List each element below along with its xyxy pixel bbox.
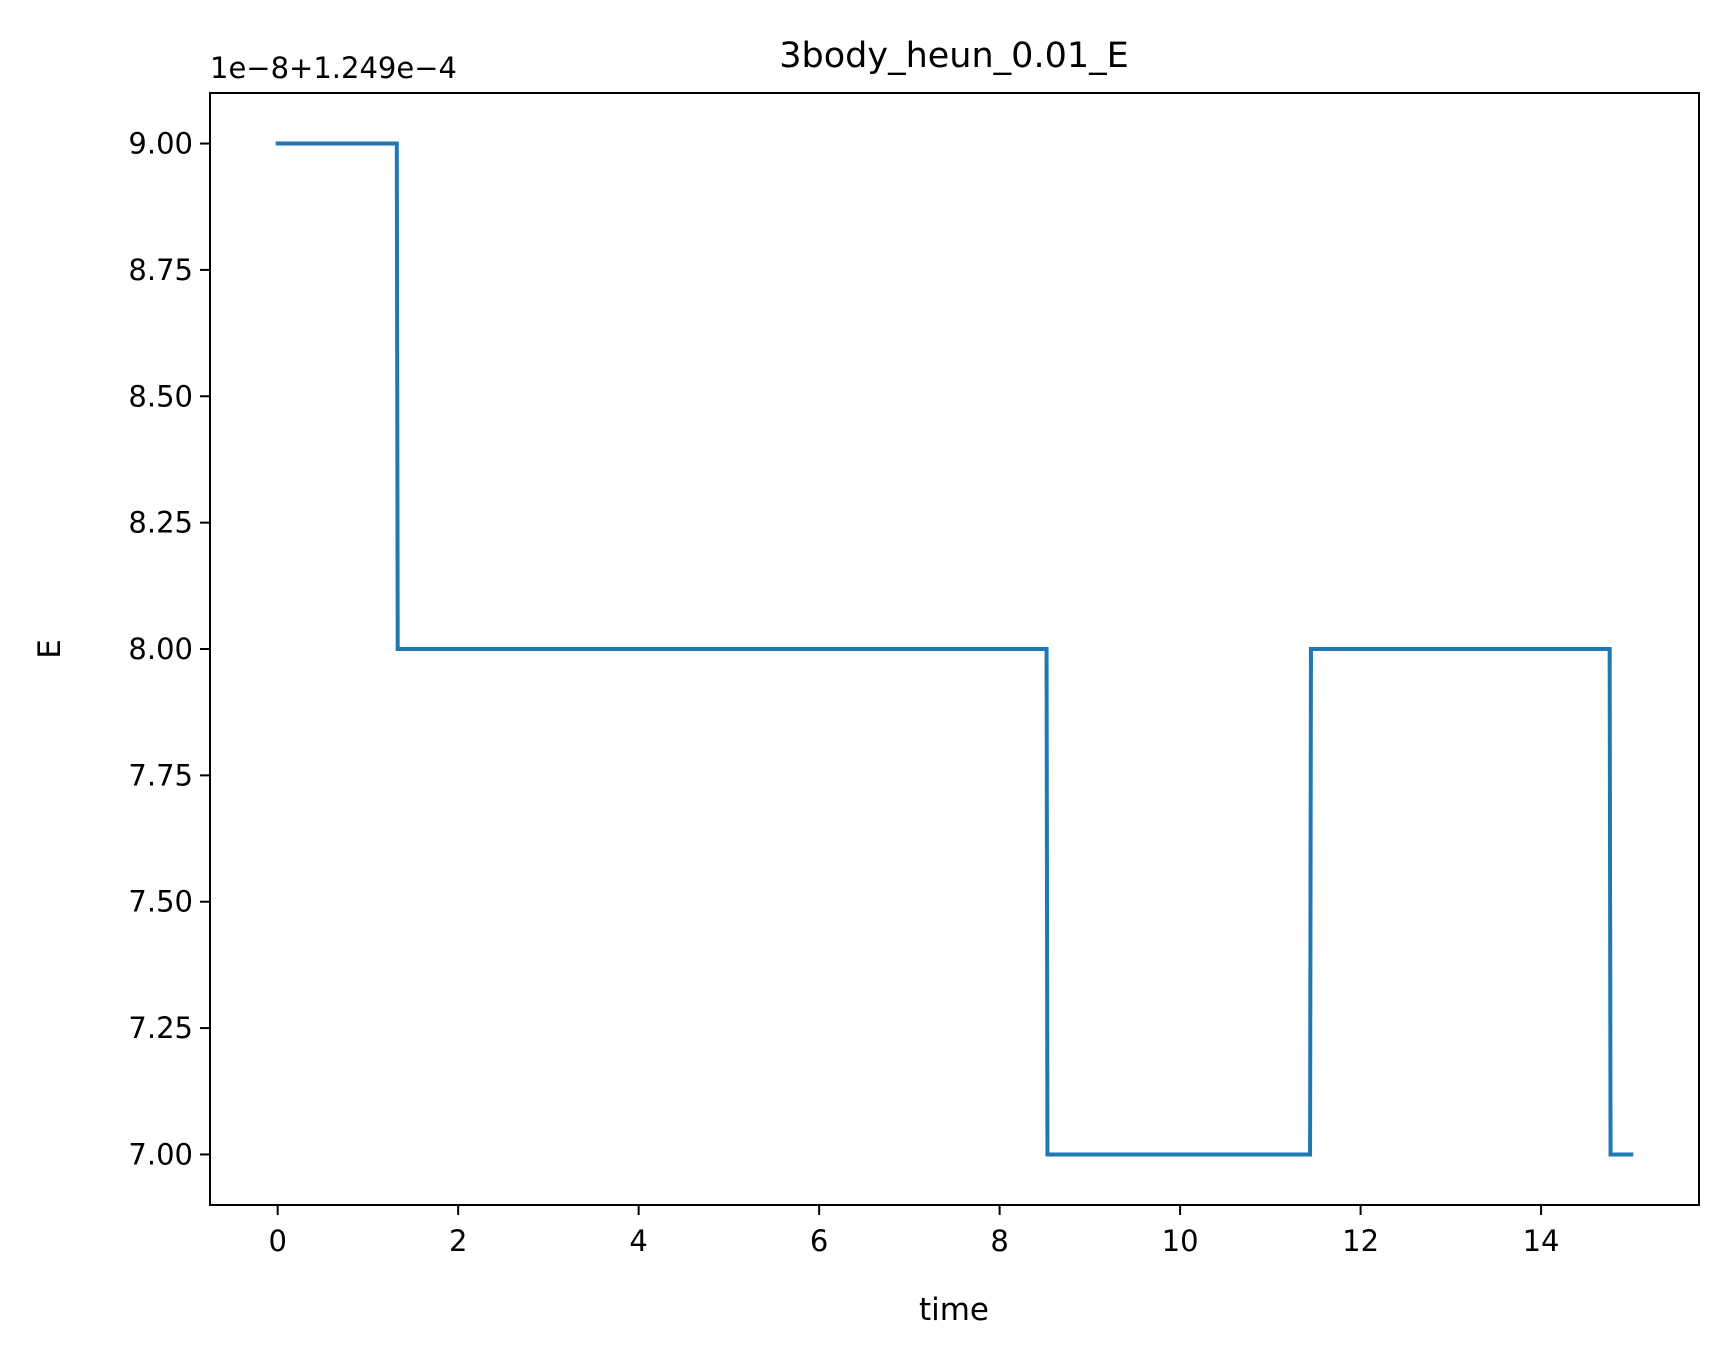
y-tick-label: 8.75 xyxy=(128,253,193,287)
x-tick-label: 2 xyxy=(449,1224,467,1258)
series-line-0 xyxy=(275,141,1634,1157)
x-tick-label: 0 xyxy=(268,1224,286,1258)
y-tick-label: 8.25 xyxy=(128,506,193,540)
series-layer xyxy=(275,141,1634,1157)
x-tick-label: 4 xyxy=(629,1224,647,1258)
y-tick-label: 7.00 xyxy=(128,1137,193,1171)
y-tick-label: 8.50 xyxy=(128,379,193,413)
x-axis-ticks: 0 2 4 6 8 10 12 14 xyxy=(268,1205,1560,1258)
chart-title: 3body_heun_0.01_E xyxy=(779,36,1128,76)
x-axis-label: time xyxy=(919,1292,989,1328)
y-tick-label: 7.25 xyxy=(128,1011,193,1045)
y-axis-ticks: 7.00 7.25 7.50 7.75 8.00 8.25 8.50 8.75 9.00 xyxy=(128,127,210,1171)
y-tick-label: 7.75 xyxy=(128,758,193,792)
y-tick-label: 9.00 xyxy=(128,127,193,161)
x-tick-label: 8 xyxy=(990,1224,1008,1258)
y-tick-label: 8.00 xyxy=(128,632,193,666)
x-tick-label: 6 xyxy=(810,1224,828,1258)
x-tick-label: 10 xyxy=(1162,1224,1199,1258)
y-axis-label: E xyxy=(32,639,68,659)
y-tick-label: 7.50 xyxy=(128,885,193,919)
x-tick-label: 12 xyxy=(1342,1224,1379,1258)
x-tick-label: 14 xyxy=(1523,1224,1560,1258)
y-axis-offset-label: 1e−8+1.249e−4 xyxy=(210,51,457,85)
